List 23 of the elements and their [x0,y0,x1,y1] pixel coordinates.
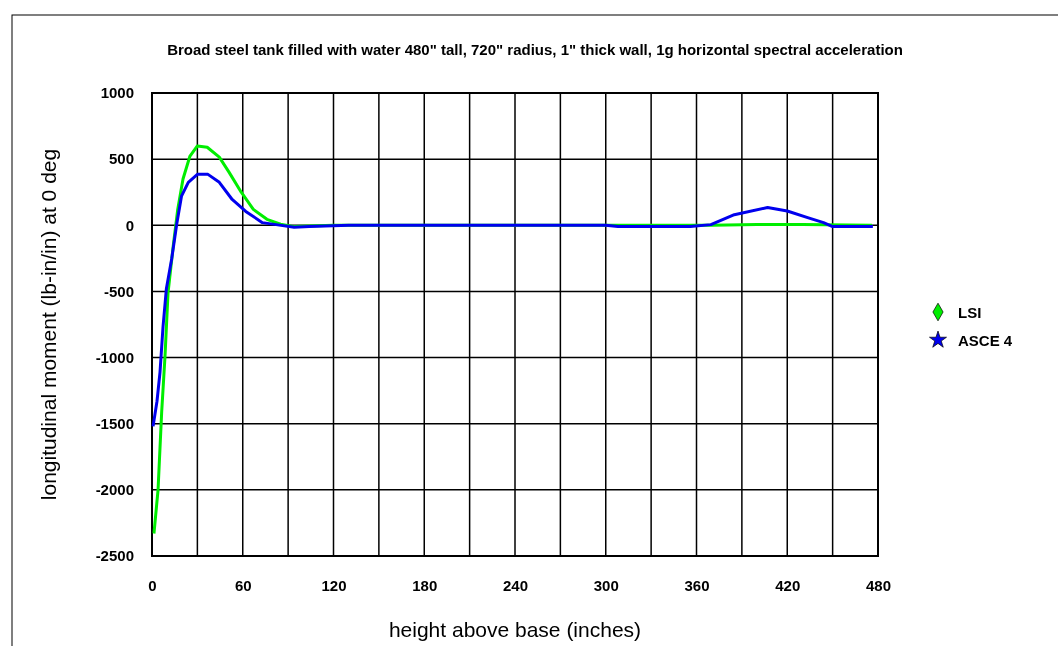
y-axis-title: longitudinal moment (lb-in/in) at 0 deg [37,148,60,501]
y-tick-label: 500 [108,150,134,168]
y-tick-label: -2500 [95,547,134,565]
y-tick-label: 1000 [100,84,134,102]
x-tick-label: 120 [321,576,347,594]
chart-title: Broad steel tank filled with water 480" tall, 720" radius, 1" thick wall, 1g horizontal spectral acceleration [167,41,903,58]
x-axis-title: height above base (inches) [388,618,642,641]
line-series [151,172,875,428]
y-tick-label: -2000 [95,481,134,499]
x-tick-label: 60 [234,576,252,594]
x-tick-label: 0 [148,576,157,594]
x-tick-label: 180 [412,576,438,594]
x-tick-label: 420 [775,576,801,594]
y-tick-label: -1000 [95,348,134,366]
y-tick-label: -1500 [95,415,134,433]
y-tick-label: -500 [103,282,134,300]
x-tick-label: 300 [593,576,619,594]
x-tick-label: 240 [502,576,529,594]
legend-label: LSI [958,304,982,321]
legend-label: ASCE 4 [958,332,1013,349]
y-tick-label: 0 [125,216,134,234]
x-tick-label: 360 [684,576,710,594]
x-tick-label: 480 [865,576,892,594]
